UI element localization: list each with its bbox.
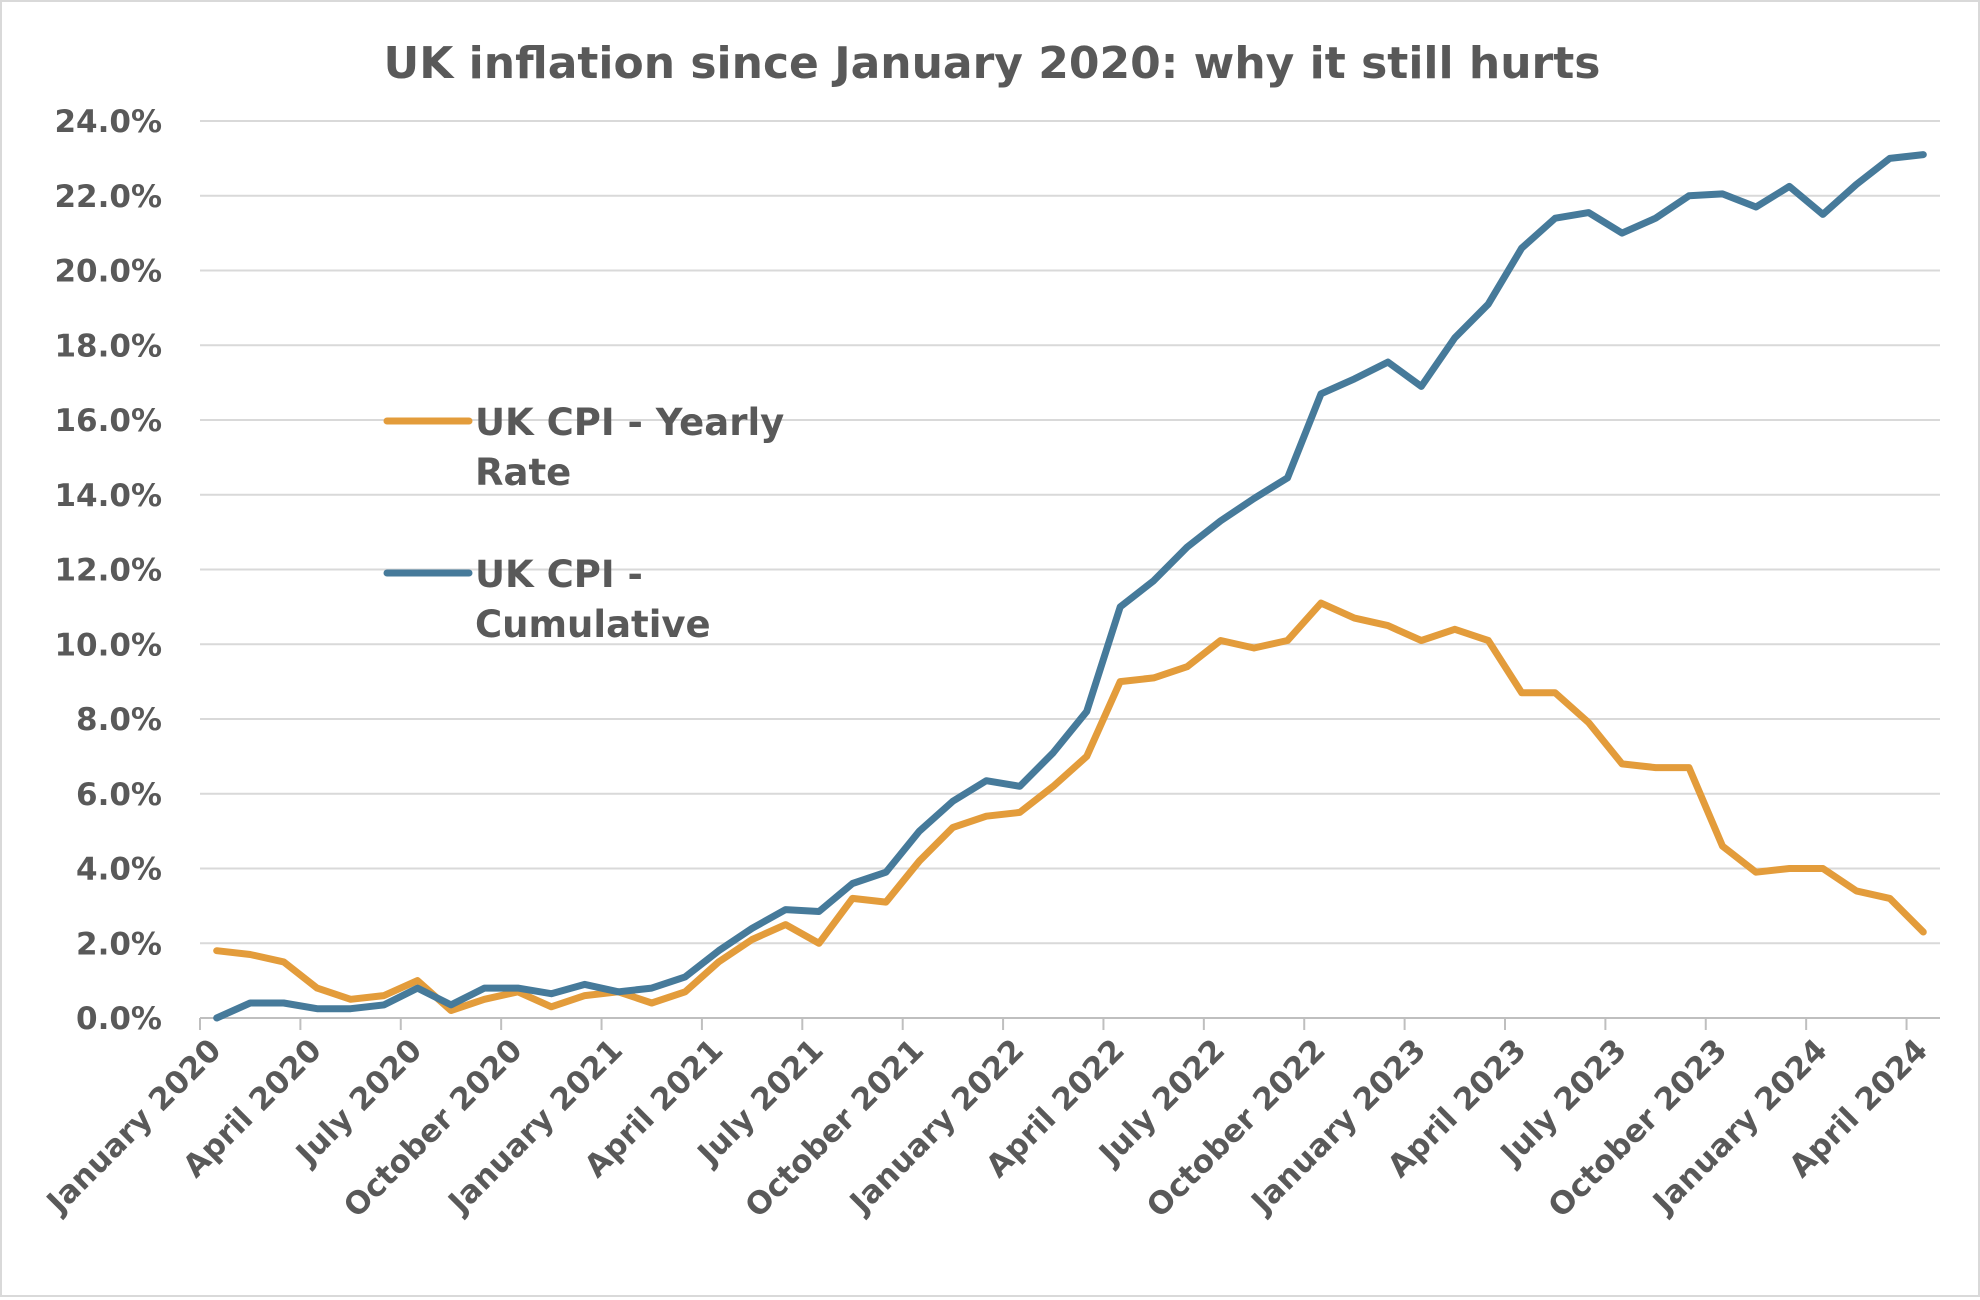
x-tick-label: January 2020: [39, 1032, 229, 1222]
y-tick-label: 12.0%: [54, 553, 162, 589]
legend: UK CPI - Yearly Rate UK CPI - Cumulative: [387, 401, 784, 646]
x-tick-label: October 2022: [1140, 1032, 1333, 1225]
x-tick-label: January 2021: [440, 1032, 630, 1222]
y-tick-label: 8.0%: [76, 702, 162, 738]
series-line-cumulative: [217, 155, 1924, 1018]
y-tick-label: 24.0%: [54, 104, 162, 140]
y-tick-label: 18.0%: [54, 328, 162, 364]
y-tick-label: 6.0%: [76, 777, 162, 813]
legend-label: Rate: [475, 451, 571, 494]
series-line-yearly-rate: [217, 603, 1924, 1010]
y-tick-label: 20.0%: [54, 254, 162, 290]
series-lines: [217, 155, 1924, 1019]
y-tick-label: 2.0%: [76, 926, 162, 962]
x-tick-label: October 2021: [738, 1032, 931, 1225]
legend-label: UK CPI - Yearly: [475, 401, 784, 444]
y-tick-label: 4.0%: [76, 852, 162, 888]
legend-label: UK CPI -: [475, 553, 643, 596]
x-tick-label: October 2020: [337, 1032, 530, 1225]
y-tick-label: 16.0%: [54, 403, 162, 439]
x-tick-label: October 2023: [1542, 1032, 1735, 1225]
x-tick-label: January 2022: [842, 1032, 1032, 1222]
chart-title: UK inflation since January 2020: why it …: [384, 38, 1601, 89]
y-tick-label: 10.0%: [54, 627, 162, 663]
y-tick-label: 22.0%: [54, 179, 162, 215]
y-tick-label: 0.0%: [76, 1001, 162, 1037]
x-tick-label: January 2024: [1645, 1032, 1835, 1222]
y-tick-label: 14.0%: [54, 478, 162, 514]
x-tick-label: January 2023: [1243, 1032, 1433, 1222]
y-axis-labels: 0.0% 2.0% 4.0% 6.0% 8.0% 10.0% 12.0% 14.0% 16.0%…: [54, 104, 162, 1037]
legend-label: Cumulative: [475, 603, 711, 646]
